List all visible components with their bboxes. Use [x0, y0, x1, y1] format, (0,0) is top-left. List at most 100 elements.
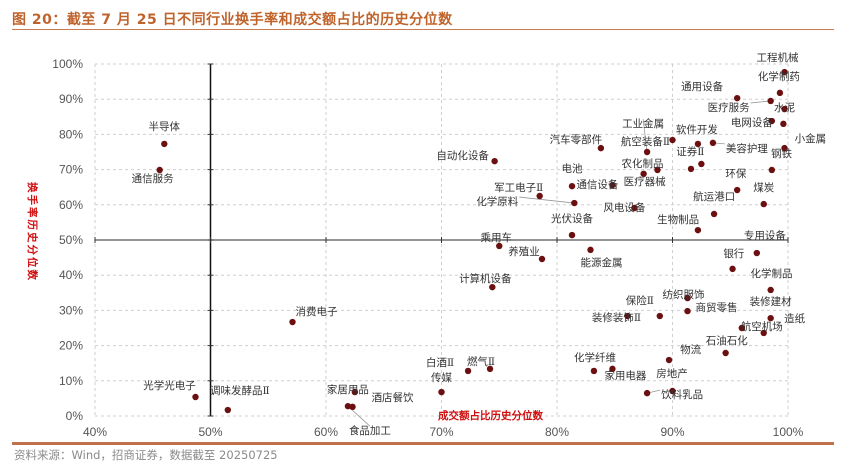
- data-point: [643, 389, 651, 397]
- x-tick-label: 50%: [198, 425, 222, 439]
- data-point: [776, 89, 784, 97]
- data-point: [438, 388, 445, 396]
- point-label: 化学制品: [751, 267, 793, 280]
- data-point: [767, 97, 774, 105]
- data-point: [609, 365, 616, 373]
- data-point: [684, 307, 691, 315]
- data-point: [733, 186, 741, 194]
- x-tick-label: 80%: [545, 425, 569, 439]
- data-point: [781, 68, 788, 76]
- point-label: 风电设备: [603, 201, 645, 214]
- data-point: [687, 165, 695, 173]
- data-point: [733, 94, 741, 102]
- point-label: 航空装备Ⅱ: [621, 135, 670, 148]
- point-label: 石油石化: [706, 334, 748, 347]
- point-label: 纺织服饰: [663, 288, 705, 301]
- point-label: 化学纤维: [574, 351, 616, 364]
- data-point: [351, 388, 359, 396]
- y-axis-title: 换手率历史分位数: [26, 182, 39, 282]
- data-point: [669, 387, 676, 395]
- data-point: [669, 136, 676, 144]
- data-point: [656, 312, 663, 320]
- point-label: 装修装饰Ⅱ: [592, 311, 641, 324]
- data-point: [684, 294, 691, 302]
- data-point: [568, 182, 576, 190]
- data-point: [486, 365, 494, 373]
- point-label: 饮料乳品: [661, 388, 703, 401]
- point-label: 化学原料: [476, 195, 518, 208]
- data-point: [536, 192, 543, 200]
- data-point: [709, 139, 717, 147]
- point-label: 银行: [723, 247, 744, 260]
- title-divider: [12, 29, 834, 30]
- data-point: [464, 367, 472, 375]
- data-point: [538, 255, 546, 263]
- point-label: 保险Ⅱ: [626, 294, 654, 307]
- point-label: 医疗器械: [624, 175, 666, 188]
- point-label: 消费电子: [296, 305, 338, 318]
- data-point: [344, 402, 352, 410]
- data-point: [760, 329, 767, 337]
- reference-lines: [94, 63, 789, 417]
- y-tick-label: 30%: [59, 303, 83, 317]
- point-label: 煤炭: [753, 181, 774, 194]
- data-point: [780, 120, 787, 128]
- point-label: 自动化设备: [436, 149, 489, 162]
- x-tick-label: 40%: [83, 425, 107, 439]
- data-point: [753, 249, 761, 257]
- data-point: [760, 200, 767, 208]
- data-point: [587, 246, 594, 254]
- data-point: [643, 148, 651, 156]
- x-tick-label: 100%: [773, 425, 804, 439]
- data-point: [161, 140, 168, 148]
- point-label: 白酒Ⅱ: [426, 356, 454, 369]
- data-point: [489, 283, 496, 291]
- point-label: 工业金属: [622, 117, 664, 130]
- data-point: [781, 105, 788, 113]
- point-label: 美容护理: [726, 142, 768, 155]
- data-point: [768, 166, 776, 174]
- y-tick-label: 40%: [59, 268, 83, 282]
- point-label: 通信服务: [132, 172, 174, 185]
- data-point: [590, 367, 598, 375]
- point-label: 环保: [725, 167, 746, 180]
- point-label: 半导体: [149, 120, 181, 133]
- point-label: 水泥: [774, 101, 795, 114]
- point-label: 物流: [680, 343, 701, 356]
- data-point: [767, 286, 774, 294]
- point-label: 光伏设备: [551, 212, 593, 225]
- data-point: [738, 324, 745, 332]
- x-axis-title: 成交额占比历史分位数: [438, 409, 543, 422]
- y-tick-label: 50%: [59, 233, 83, 247]
- point-label: 军工电子Ⅱ: [494, 181, 543, 194]
- leader-line: [642, 118, 648, 153]
- data-point: [729, 265, 736, 273]
- data-point: [768, 117, 776, 125]
- y-tick-label: 0%: [66, 409, 84, 423]
- data-point: [767, 314, 774, 322]
- point-label: 医疗服务: [708, 101, 750, 114]
- data-point: [568, 231, 576, 239]
- data-point: [781, 144, 788, 152]
- data-point: [491, 157, 498, 165]
- point-label: 计算机设备: [459, 272, 512, 285]
- data-point: [631, 204, 638, 212]
- point-label: 能源金属: [580, 256, 622, 269]
- point-label: 燃气Ⅱ: [467, 355, 495, 368]
- x-tick-label: 90%: [660, 425, 684, 439]
- point-label: 小金属: [795, 132, 827, 145]
- leader-line: [519, 196, 575, 204]
- leader-lines: [347, 100, 771, 427]
- point-label: 装修建材: [750, 295, 792, 308]
- x-tick-label: 70%: [429, 425, 453, 439]
- data-point: [224, 406, 232, 414]
- y-tick-label: 70%: [59, 163, 83, 177]
- x-tick-label: 60%: [314, 425, 338, 439]
- data-point: [156, 166, 163, 174]
- point-label: 养殖业: [508, 245, 540, 258]
- point-label: 航运港口: [693, 190, 735, 203]
- point-label: 专用设备: [744, 229, 786, 242]
- point-label: 造纸: [784, 312, 805, 325]
